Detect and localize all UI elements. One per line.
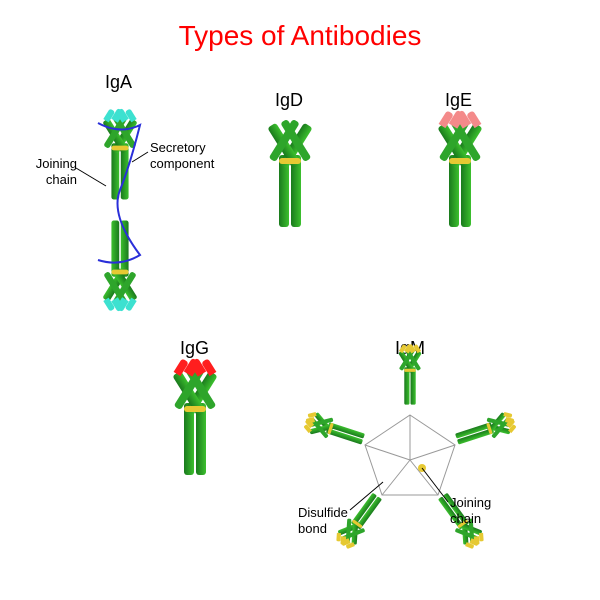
igm-unit <box>389 344 431 406</box>
joining-chain-dot <box>418 464 426 472</box>
hinge <box>111 146 128 151</box>
anno-igm-disulfide: Disulfide bond <box>298 505 358 536</box>
antibody-iga <box>80 95 160 335</box>
hinge <box>111 270 128 275</box>
hinge <box>449 158 471 164</box>
anno-iga-joining: Joining chain <box>22 156 77 187</box>
iga-unit-bottom <box>89 218 151 312</box>
anno-iga-secretory: Secretory component <box>150 140 230 171</box>
antibody-igg <box>155 358 235 478</box>
label-iga: IgA <box>105 72 132 93</box>
diagram-title: Types of Antibodies <box>0 20 600 52</box>
label-igd: IgD <box>275 90 303 111</box>
antibody-ige <box>420 110 500 230</box>
label-ige: IgE <box>445 90 472 111</box>
antibody-igd <box>250 110 330 230</box>
hinge <box>279 158 301 164</box>
label-igg: IgG <box>180 338 209 359</box>
iga-unit-top <box>89 108 151 202</box>
hinge <box>184 406 206 412</box>
anno-igm-joining: Joining chain <box>450 495 505 526</box>
